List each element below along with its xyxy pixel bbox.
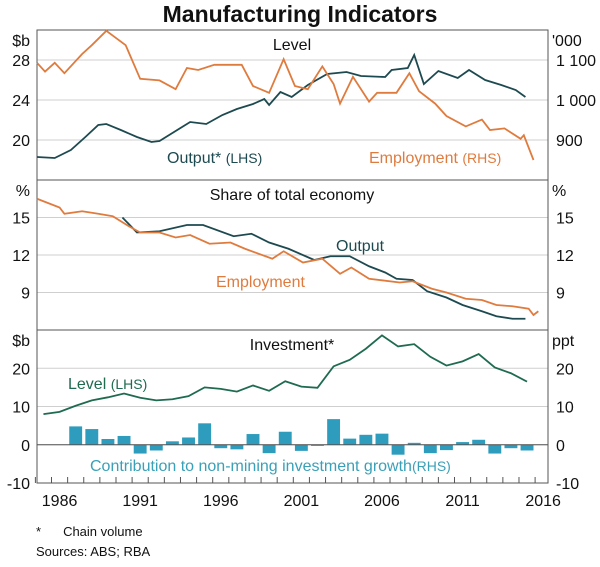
unit-left: % [16, 183, 30, 200]
unit-right: ppt [552, 333, 575, 350]
label-output-share: Output [336, 238, 385, 255]
contribution-bar [182, 437, 195, 445]
y-tick-left: -10 [7, 476, 30, 493]
contribution-bar [133, 444, 147, 454]
contribution-bar [262, 444, 276, 454]
contribution-bar [101, 439, 115, 445]
y-tick-left: 24 [12, 93, 30, 110]
contribution-bar [69, 426, 83, 445]
label-investment-level: Level (LHS) [68, 376, 147, 393]
panel-title-investment: Investment* [250, 337, 334, 354]
label-output-level: Output* (LHS) [167, 150, 262, 167]
sources-label: Sources: [36, 544, 88, 559]
employment-share-line [36, 197, 539, 317]
x-tick-label: 1986 [42, 493, 78, 510]
contribution-bar [214, 444, 228, 449]
label-employment-share: Employment [216, 274, 305, 291]
investment-level-line [43, 334, 528, 416]
footnote-sources: Sources: ABS; RBA [36, 544, 150, 559]
label-employment-text: Employment [369, 150, 458, 167]
contribution-bar [504, 444, 518, 449]
x-tick-label: 2011 [445, 493, 480, 510]
x-tick-label: 1991 [122, 493, 158, 510]
contribution-bar [278, 431, 292, 445]
y-tick-right: 9 [556, 286, 565, 303]
y-tick-right: 1 100 [556, 53, 596, 70]
unit-left: $b [12, 33, 30, 50]
contribution-bar [117, 435, 131, 445]
contribution-bar [198, 423, 212, 445]
contribution-bar [359, 434, 373, 445]
contribution-bar [149, 444, 163, 451]
contribution-bar [472, 439, 486, 445]
footnote-chain-volume: * Chain volume [36, 524, 143, 539]
contribution-bar [488, 444, 502, 454]
output-share-line [121, 216, 526, 320]
label-output-axis: (LHS) [226, 150, 263, 166]
contribution-bar [375, 433, 389, 445]
footnote-star: * [36, 524, 42, 539]
label-employment-level: Employment (RHS) [369, 150, 501, 167]
y-tick-right: 0 [556, 438, 565, 455]
y-tick-left: 20 [12, 133, 30, 150]
contribution-bar [456, 442, 470, 445]
contribution-bar [165, 441, 179, 445]
sources-text: ABS; RBA [90, 544, 151, 559]
y-tick-right: 900 [556, 133, 583, 150]
employment-level-line [36, 29, 535, 161]
x-tick-label: 2001 [284, 493, 320, 510]
y-tick-right: -10 [556, 476, 579, 493]
y-tick-left: 15 [12, 211, 30, 228]
contribution-bar [391, 444, 405, 455]
y-tick-left: 10 [12, 400, 30, 417]
y-tick-right: 20 [556, 361, 574, 378]
y-tick-right: 12 [556, 248, 574, 265]
output-level-line [36, 52, 526, 159]
contribution-bar [246, 434, 260, 445]
x-tick-label: 2016 [525, 493, 561, 510]
contribution-bar [439, 444, 453, 451]
label-output-text: Output* [167, 150, 221, 167]
contribution-bar [294, 444, 308, 451]
y-tick-left: 20 [12, 361, 30, 378]
contribution-bar [343, 438, 357, 445]
label-inv-text: Level [68, 376, 106, 393]
x-tick-label: 2006 [364, 493, 400, 510]
panel-frame [36, 329, 549, 484]
label-contribution-text: Contribution to non-mining investment gr… [90, 458, 412, 475]
y-tick-left: 9 [21, 286, 30, 303]
unit-left: $b [12, 333, 30, 350]
y-tick-right: 1 000 [556, 93, 596, 110]
label-contribution-axis: (RHS) [412, 458, 451, 474]
y-tick-right: 15 [556, 211, 574, 228]
unit-right: % [552, 183, 566, 200]
y-tick-left: 28 [12, 53, 30, 70]
contribution-bar [85, 429, 99, 445]
panel-title-level: Level [273, 37, 311, 54]
contribution-bar [423, 444, 437, 454]
label-inv-axis: (LHS) [111, 376, 148, 392]
contribution-bar [327, 419, 341, 445]
contribution-bar [230, 444, 244, 450]
panel-title-share: Share of total economy [210, 187, 375, 204]
unit-right: '000 [552, 33, 582, 50]
footnote-text: Chain volume [63, 524, 143, 539]
contribution-bar [407, 442, 421, 445]
label-employment-axis: (RHS) [462, 150, 501, 166]
chart-title: Manufacturing Indicators [163, 1, 438, 27]
contribution-bar [311, 444, 324, 446]
y-tick-left: 12 [12, 248, 30, 265]
contribution-bar [520, 444, 534, 451]
y-tick-left: 0 [21, 438, 30, 455]
label-contribution: Contribution to non-mining investment gr… [90, 458, 451, 475]
y-tick-right: 10 [556, 400, 574, 417]
x-tick-label: 1996 [203, 493, 239, 510]
